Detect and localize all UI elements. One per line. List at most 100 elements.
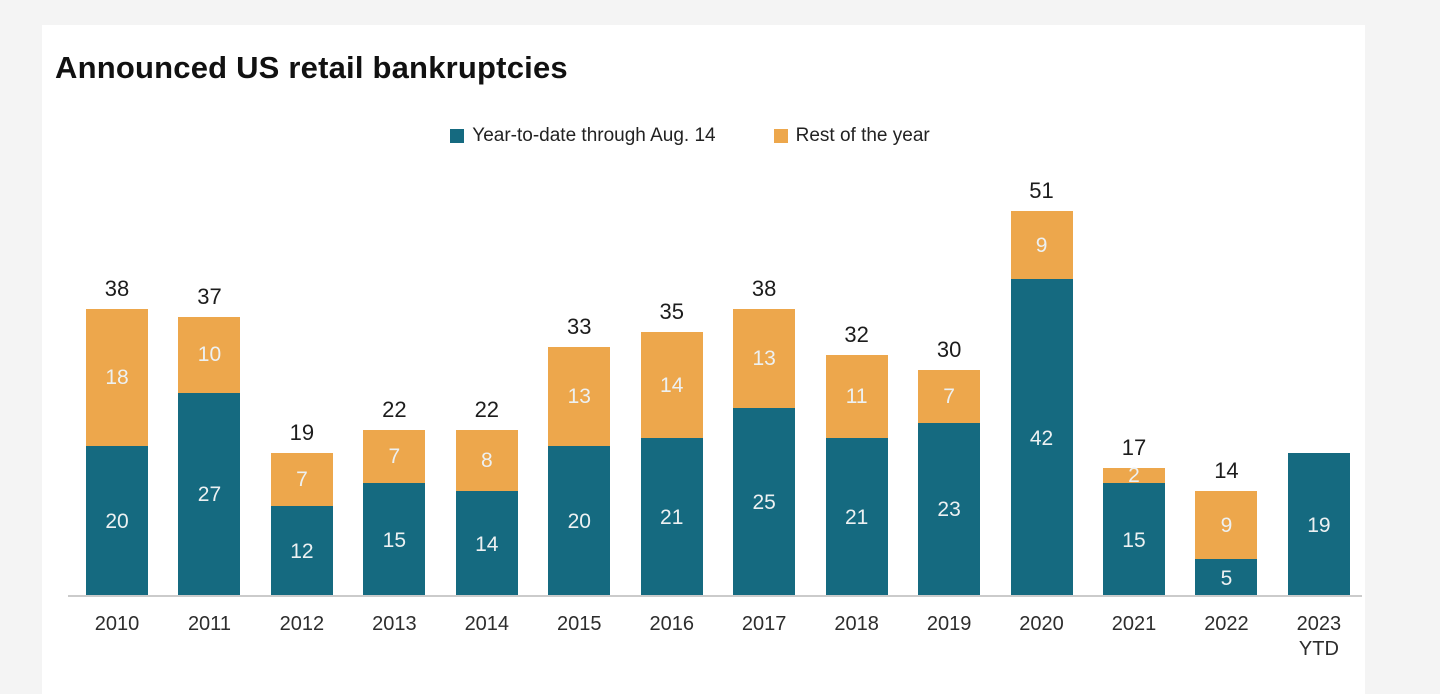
bar-segment-value: 9 — [1035, 233, 1048, 257]
bar-segment-value: 23 — [937, 498, 961, 522]
legend-label-ytd: Year-to-date through Aug. 14 — [472, 125, 716, 146]
legend-swatch-rest-icon — [773, 129, 788, 143]
bar-column: 37 10 27 — [178, 284, 241, 597]
bar-segment-value: 14 — [475, 532, 499, 556]
bar-segment-rest-of-year: 18 — [86, 309, 148, 446]
bar-segment-value: 27 — [197, 483, 222, 507]
legend-label-rest: Rest of the year — [795, 125, 930, 146]
bar-segment-year-to-date: 21 — [825, 438, 888, 597]
bar-segment-value: 21 — [660, 506, 684, 530]
bar-segment-value: 20 — [105, 509, 129, 533]
bar-column: 22 7 15 — [363, 397, 426, 597]
bar-column: 35 14 21 — [640, 299, 703, 597]
x-axis-label: 2014 — [464, 613, 510, 635]
x-axis-line — [68, 595, 1362, 597]
bar-segment-year-to-date: 23 — [918, 422, 981, 597]
bar-segment-value: 7 — [943, 384, 955, 408]
x-axis-label: 2023 YTD — [1296, 613, 1342, 660]
bar-segment-year-to-date: 21 — [640, 438, 703, 597]
bar-segment-rest-of-year: 7 — [270, 453, 333, 507]
bar-segment-year-to-date: 27 — [178, 392, 241, 597]
bar-segment-year-to-date: 5 — [1195, 559, 1258, 597]
bar-segment-value: 10 — [197, 343, 222, 367]
x-axis-label: 2020 — [1019, 613, 1064, 635]
bar-total-label: 38 — [104, 276, 130, 302]
x-axis-label: 2016 — [649, 613, 694, 635]
bar-total-label: 30 — [936, 336, 962, 362]
bar-segment-rest-of-year: 7 — [918, 369, 981, 423]
bar-segment-value: 2 — [1128, 464, 1140, 488]
bar-segment-year-to-date: 42 — [1010, 279, 1073, 597]
bar-total-label: 14 — [1214, 458, 1239, 484]
x-axis-label: 2018 — [834, 613, 879, 635]
legend-swatch-ytd-icon — [450, 129, 465, 143]
bar-segment-value: 42 — [1029, 426, 1054, 450]
bar-segment-year-to-date: 14 — [455, 491, 518, 597]
bar-segment-year-to-date: 12 — [270, 506, 333, 597]
bar-segment-rest-of-year: 9 — [1010, 210, 1073, 280]
bar-segment-value: 5 — [1220, 566, 1233, 590]
x-axis-label: 2019 — [926, 613, 972, 635]
bar-total-label: 33 — [567, 314, 592, 340]
bar-segment-value: 18 — [105, 365, 129, 389]
bar-segment-value: 19 — [1307, 513, 1331, 537]
bar-column: 51 9 42 — [1010, 178, 1073, 597]
bar-column: 33 13 20 — [548, 314, 611, 597]
bar-column: 32 11 21 — [825, 322, 888, 597]
bar-segment-value: 15 — [1122, 528, 1146, 552]
bar-segment-value: 8 — [480, 449, 493, 473]
bar-column: 30 7 23 — [918, 337, 981, 597]
bar-segment-value: 14 — [660, 373, 684, 397]
bar-column: 22 8 14 — [455, 397, 518, 597]
bar-column: 19 — [1287, 453, 1350, 597]
bar-total-label: 35 — [659, 299, 684, 325]
legend-item-rest: Rest of the year — [773, 125, 930, 147]
bar-segment-rest-of-year: 14 — [640, 332, 703, 439]
bar-segment-year-to-date: 15 — [363, 483, 426, 597]
bar-segment-value: 13 — [752, 347, 776, 371]
bar-segment-rest-of-year: 13 — [548, 347, 611, 446]
bar-column: 19 7 12 — [270, 420, 333, 597]
bar-segment-rest-of-year: 11 — [825, 354, 888, 439]
bar-column: 38 18 20 — [86, 276, 148, 597]
bars: 38 18 20 37 10 27 19 7 12 22 7 15 22 8 14 33 13 20 35 14 21 3… — [86, 178, 1350, 597]
bar-segment-rest-of-year: 13 — [733, 309, 796, 408]
x-axis-label: 2015 — [557, 613, 602, 635]
bar-total-label: 17 — [1121, 435, 1147, 461]
bar-segment-year-to-date: 25 — [733, 407, 796, 597]
bar-segment-year-to-date: 20 — [548, 445, 611, 597]
bar-column: 17 2 15 — [1102, 435, 1165, 597]
bar-segment-value: 7 — [296, 468, 308, 492]
bar-segment-value: 13 — [567, 384, 591, 408]
x-axis-label: 2013 — [372, 613, 417, 635]
bar-total-label: 19 — [289, 420, 315, 446]
bar-segment-value: 20 — [567, 509, 591, 533]
bar-segment-rest-of-year: 10 — [178, 316, 241, 393]
x-axis-label: 2017 — [741, 613, 787, 635]
bar-segment-value: 21 — [844, 506, 869, 530]
x-axis-label: 2021 — [1111, 613, 1157, 635]
bar-segment-value: 9 — [1220, 513, 1233, 537]
bar-total-label: 37 — [197, 283, 222, 309]
bar-column: 38 13 25 — [733, 276, 796, 597]
bar-segment-value: 11 — [845, 384, 868, 408]
bar-segment-value: 25 — [752, 490, 776, 514]
bar-total-label: 51 — [1029, 177, 1054, 203]
x-axis-label: 2012 — [279, 613, 325, 635]
x-axis-label: 2022 — [1204, 613, 1249, 635]
x-axis-labels: 2010 2011 2012 2013 2014 2015 2016 2017 2018 2019… — [86, 612, 1350, 662]
bar-segment-value: 12 — [290, 540, 314, 564]
legend-item-ytd: Year-to-date through Aug. 14 — [450, 125, 716, 147]
chart-title: Announced US retail bankruptcies — [55, 50, 568, 85]
bar-segment-value: 7 — [388, 445, 401, 469]
bar-segment-rest-of-year: 7 — [363, 430, 426, 484]
bar-total-label: 22 — [474, 397, 500, 423]
bar-segment-rest-of-year: 9 — [1195, 491, 1258, 560]
bar-total-label: 22 — [382, 397, 407, 423]
bar-segment-year-to-date: 20 — [86, 445, 148, 597]
x-axis-label: 2010 — [94, 613, 140, 635]
bar-segment-rest-of-year: 2 — [1102, 464, 1165, 488]
x-axis-label: 2011 — [187, 613, 231, 635]
bar-segment-rest-of-year: 8 — [455, 430, 518, 492]
bar-total-label: 38 — [751, 276, 777, 302]
